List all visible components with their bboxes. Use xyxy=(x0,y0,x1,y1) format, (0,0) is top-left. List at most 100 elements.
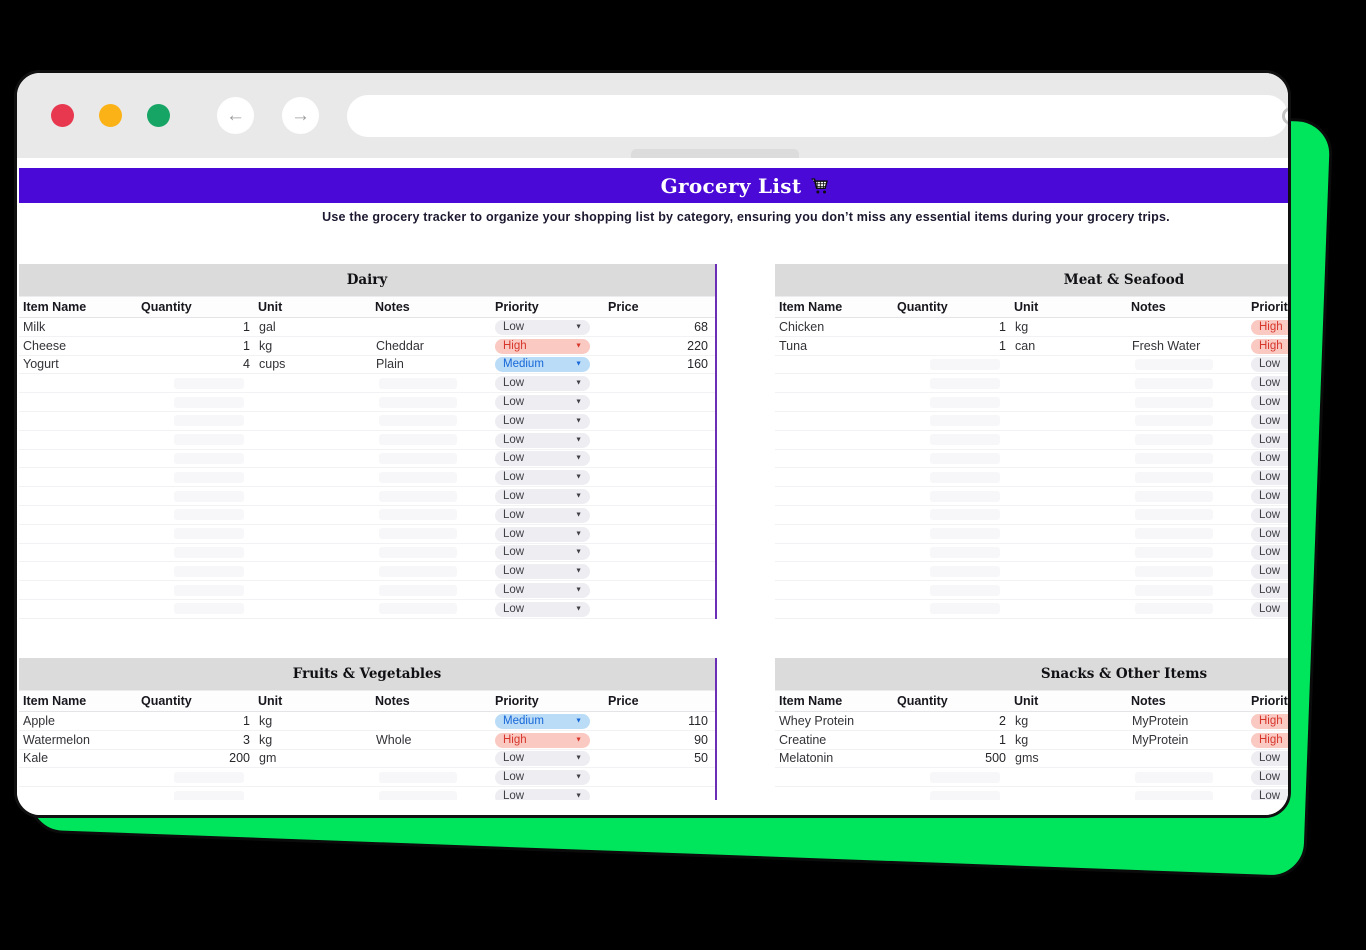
priority-dropdown[interactable]: High▼ xyxy=(1251,732,1288,748)
priority-dropdown[interactable]: Low▼ xyxy=(495,489,590,505)
cell-notes[interactable] xyxy=(373,546,493,558)
priority-dropdown[interactable]: Low▼ xyxy=(1251,545,1288,561)
cell-quantity[interactable]: 500 xyxy=(985,751,1006,766)
priority-dropdown[interactable]: Low▼ xyxy=(495,751,590,767)
priority-dropdown[interactable]: High▼ xyxy=(1251,338,1288,354)
cell-item-name[interactable]: Chicken xyxy=(779,319,825,334)
cell-price[interactable]: 90 xyxy=(694,732,708,747)
cell-quantity[interactable] xyxy=(139,490,256,502)
priority-dropdown[interactable]: Low▼ xyxy=(495,470,590,486)
cell-quantity[interactable] xyxy=(895,565,1012,577)
cell-item-name[interactable]: Milk xyxy=(23,319,46,334)
priority-dropdown[interactable]: Low▼ xyxy=(495,451,590,467)
cell-item-name[interactable]: Creatine xyxy=(779,732,827,747)
cell-quantity[interactable] xyxy=(895,790,1012,800)
cell-notes[interactable] xyxy=(1129,546,1249,558)
priority-dropdown[interactable]: High▼ xyxy=(1251,713,1288,729)
cell-notes[interactable] xyxy=(1129,565,1249,577)
maximize-window-button[interactable] xyxy=(147,104,170,127)
cell-price[interactable]: 220 xyxy=(687,338,708,353)
priority-dropdown[interactable]: Low▼ xyxy=(1251,507,1288,523)
cell-quantity[interactable] xyxy=(895,471,1012,483)
cell-quantity[interactable] xyxy=(139,584,256,596)
cell-quantity[interactable] xyxy=(139,434,256,446)
cell-notes[interactable] xyxy=(373,377,493,389)
priority-dropdown[interactable]: Low▼ xyxy=(1251,601,1288,617)
cell-notes[interactable] xyxy=(373,528,493,540)
cell-quantity[interactable] xyxy=(895,490,1012,502)
cell-item-name[interactable]: Watermelon xyxy=(23,732,90,747)
cell-price[interactable]: 110 xyxy=(688,713,708,728)
cell-quantity[interactable]: 1 xyxy=(999,319,1006,334)
priority-dropdown[interactable]: Low▼ xyxy=(495,789,590,800)
cell-quantity[interactable] xyxy=(895,434,1012,446)
cell-notes[interactable] xyxy=(373,790,493,800)
cell-notes[interactable] xyxy=(373,452,493,464)
cell-quantity[interactable] xyxy=(139,565,256,577)
cell-unit[interactable]: gal xyxy=(259,319,276,334)
cell-notes[interactable] xyxy=(1129,415,1249,427)
cell-notes[interactable] xyxy=(1129,603,1249,615)
priority-dropdown[interactable]: Low▼ xyxy=(495,770,590,786)
priority-dropdown[interactable]: Low▼ xyxy=(1251,751,1288,767)
cell-quantity[interactable] xyxy=(139,452,256,464)
cell-quantity[interactable]: 3 xyxy=(243,732,250,747)
priority-dropdown[interactable]: Medium ▼ xyxy=(495,357,590,373)
back-button[interactable]: ← xyxy=(217,97,254,134)
cell-notes[interactable] xyxy=(373,584,493,596)
cell-quantity[interactable]: 1 xyxy=(243,319,250,334)
cell-quantity[interactable]: 1 xyxy=(243,338,250,353)
cell-quantity[interactable]: 1 xyxy=(999,732,1006,747)
priority-dropdown[interactable]: Low▼ xyxy=(495,432,590,448)
cell-notes[interactable] xyxy=(373,434,493,446)
cell-quantity[interactable] xyxy=(895,452,1012,464)
priority-dropdown[interactable]: Low▼ xyxy=(495,395,590,411)
priority-dropdown[interactable]: Low▼ xyxy=(1251,789,1288,800)
search-icon[interactable] xyxy=(1282,106,1288,125)
cell-notes[interactable] xyxy=(373,396,493,408)
priority-dropdown[interactable]: Low▼ xyxy=(495,545,590,561)
cell-price[interactable]: 160 xyxy=(687,357,708,372)
priority-dropdown[interactable]: Low▼ xyxy=(495,413,590,429)
cell-quantity[interactable] xyxy=(139,790,256,800)
priority-dropdown[interactable]: Medium ▼ xyxy=(495,713,590,729)
cell-notes[interactable] xyxy=(1129,528,1249,540)
cell-notes[interactable] xyxy=(1129,471,1249,483)
cell-quantity[interactable] xyxy=(895,603,1012,615)
cell-price[interactable]: 68 xyxy=(694,319,708,334)
cell-item-name[interactable]: Melatonin xyxy=(779,751,834,766)
priority-dropdown[interactable]: High▼ xyxy=(1251,319,1288,335)
cell-quantity[interactable] xyxy=(895,415,1012,427)
cell-quantity[interactable] xyxy=(139,528,256,540)
cell-notes[interactable] xyxy=(1129,490,1249,502)
cell-notes[interactable] xyxy=(1129,584,1249,596)
cell-item-name[interactable]: Kale xyxy=(23,751,49,766)
priority-dropdown[interactable]: Low▼ xyxy=(1251,583,1288,599)
cell-notes[interactable] xyxy=(1129,396,1249,408)
cell-quantity[interactable]: 2 xyxy=(999,713,1006,728)
cell-quantity[interactable] xyxy=(139,771,256,783)
cell-quantity[interactable] xyxy=(895,509,1012,521)
cell-quantity[interactable] xyxy=(139,377,256,389)
cell-unit[interactable]: kg xyxy=(1015,319,1029,334)
cell-unit[interactable]: kg xyxy=(259,732,273,747)
cell-notes[interactable] xyxy=(1129,790,1249,800)
cell-notes[interactable]: MyProtein xyxy=(1132,732,1189,747)
cell-quantity[interactable] xyxy=(895,528,1012,540)
close-window-button[interactable] xyxy=(51,104,74,127)
priority-dropdown[interactable]: Low▼ xyxy=(495,526,590,542)
priority-dropdown[interactable]: High▼ xyxy=(495,338,590,354)
cell-item-name[interactable]: Whey Protein xyxy=(779,713,855,728)
cell-quantity[interactable] xyxy=(895,584,1012,596)
cell-unit[interactable]: cups xyxy=(259,357,286,372)
cell-notes[interactable] xyxy=(1129,452,1249,464)
cell-quantity[interactable] xyxy=(139,546,256,558)
cell-notes[interactable] xyxy=(373,490,493,502)
cell-notes[interactable] xyxy=(1129,771,1249,783)
cell-price[interactable]: 50 xyxy=(694,751,708,766)
cell-notes[interactable]: MyProtein xyxy=(1132,713,1189,728)
priority-dropdown[interactable]: Low▼ xyxy=(1251,770,1288,786)
cell-item-name[interactable]: Apple xyxy=(23,713,55,728)
cell-unit[interactable]: kg xyxy=(1015,732,1029,747)
cell-notes[interactable]: Whole xyxy=(376,732,412,747)
